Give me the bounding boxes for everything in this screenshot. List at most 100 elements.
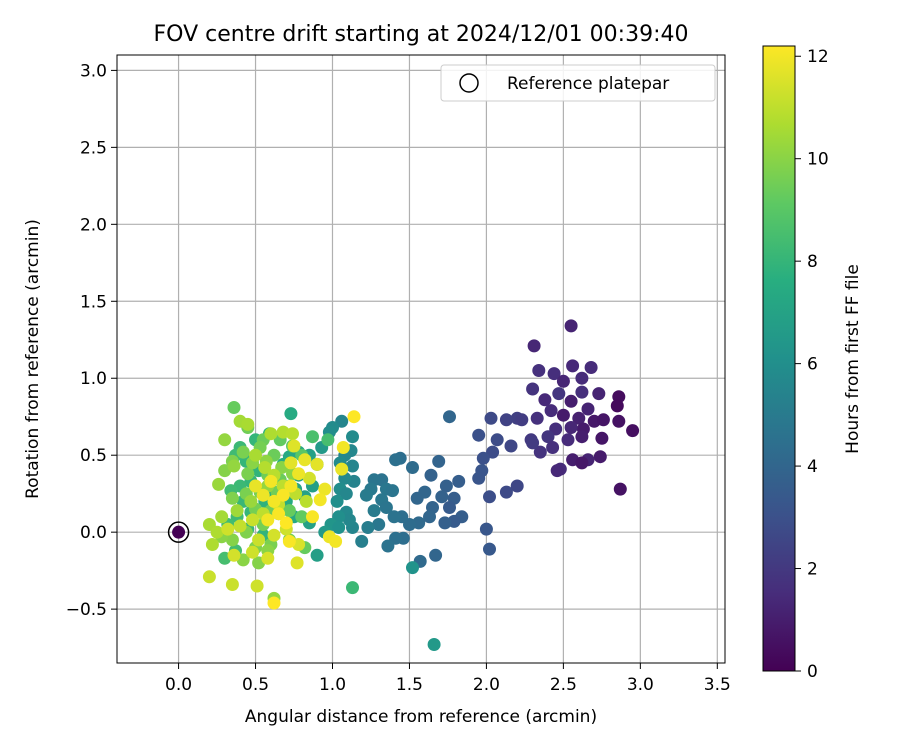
colorbar-tick-label: 2 (807, 560, 818, 580)
data-point (236, 445, 250, 459)
data-point (483, 542, 496, 556)
data-point (484, 411, 498, 425)
data-point (202, 570, 216, 584)
data-point (575, 385, 589, 399)
data-point (346, 581, 359, 595)
data-point (267, 596, 281, 610)
data-point (342, 513, 356, 527)
data-point (264, 474, 278, 488)
data-point (321, 433, 335, 447)
data-point (329, 534, 343, 548)
data-point (386, 484, 399, 498)
data-point (499, 413, 513, 427)
data-point (381, 539, 395, 553)
y-tick-label: 3.0 (80, 61, 107, 81)
data-point (410, 491, 424, 505)
colorbar-tick-label: 4 (807, 457, 818, 477)
y-tick-label: 1.0 (80, 369, 107, 389)
data-point (310, 457, 324, 471)
reference-point (172, 525, 186, 539)
data-point (575, 456, 589, 470)
data-point (452, 474, 466, 488)
data-point (227, 459, 241, 473)
data-point (221, 522, 235, 536)
data-point (218, 433, 232, 447)
data-point (227, 548, 241, 562)
colorbar-gradient (762, 45, 796, 672)
data-point (527, 339, 541, 353)
data-point (612, 414, 626, 428)
data-point (476, 451, 490, 465)
data-point (550, 464, 564, 478)
data-point (225, 491, 239, 505)
data-point (302, 471, 316, 485)
data-point (533, 445, 547, 459)
colorbar-tick-label: 6 (807, 355, 818, 375)
data-point (596, 413, 610, 427)
data-point (556, 408, 570, 422)
chart-title: FOV centre drift starting at 2024/12/01 … (154, 22, 689, 47)
data-point (233, 519, 247, 533)
data-point (249, 479, 262, 493)
legend: Reference platepar (440, 64, 716, 102)
data-point (246, 513, 259, 527)
data-point (205, 538, 219, 551)
x-tick-label: 1.5 (396, 675, 423, 695)
data-point (256, 488, 270, 502)
data-point (292, 467, 306, 481)
data-point (532, 364, 546, 377)
data-point (210, 525, 224, 539)
data-point (299, 494, 313, 508)
data-point (439, 479, 453, 493)
data-point (561, 433, 575, 447)
data-point (443, 501, 456, 514)
data-point (546, 441, 560, 454)
colorbar: 0 2 4 6 8 10 12 Hours from first FF file (762, 45, 863, 682)
data-point (279, 516, 293, 530)
data-point (267, 528, 281, 542)
x-tick-label: 3.5 (704, 675, 731, 695)
data-point (566, 359, 580, 373)
data-point (359, 488, 373, 502)
legend-box (440, 64, 716, 102)
data-point (592, 387, 606, 401)
data-point (287, 439, 301, 453)
data-point (427, 638, 441, 651)
y-tick-label: 2.0 (80, 215, 107, 235)
data-point (330, 494, 344, 508)
data-point (435, 490, 449, 504)
data-point (432, 454, 446, 468)
colorbar-ticks: 0 2 4 6 8 10 12 (795, 47, 829, 682)
data-point (282, 504, 296, 518)
x-axis-label: Angular distance from reference (arcmin) (245, 707, 597, 727)
data-point (241, 417, 255, 431)
data-point (372, 518, 386, 531)
data-point (310, 548, 324, 562)
data-point (538, 393, 552, 407)
data-point (389, 453, 403, 467)
data-point (490, 433, 504, 447)
data-point (423, 510, 436, 524)
data-point (250, 579, 264, 593)
colorbar-tick-label: 0 (807, 662, 818, 682)
data-point (276, 488, 290, 502)
data-point (547, 367, 561, 381)
reference-ring (167, 521, 190, 543)
data-point (336, 441, 350, 454)
data-point (429, 548, 443, 562)
data-point (225, 533, 239, 547)
data-point (379, 501, 393, 514)
data-point (472, 428, 486, 442)
data-point (241, 467, 255, 481)
data-point (225, 578, 239, 591)
data-point (313, 493, 327, 507)
data-point (286, 427, 299, 441)
data-point (499, 485, 513, 499)
data-point (472, 471, 486, 485)
x-tick-label: 3.0 (627, 675, 654, 695)
data-point (212, 477, 226, 491)
data-point (406, 461, 419, 474)
data-point (541, 430, 555, 444)
